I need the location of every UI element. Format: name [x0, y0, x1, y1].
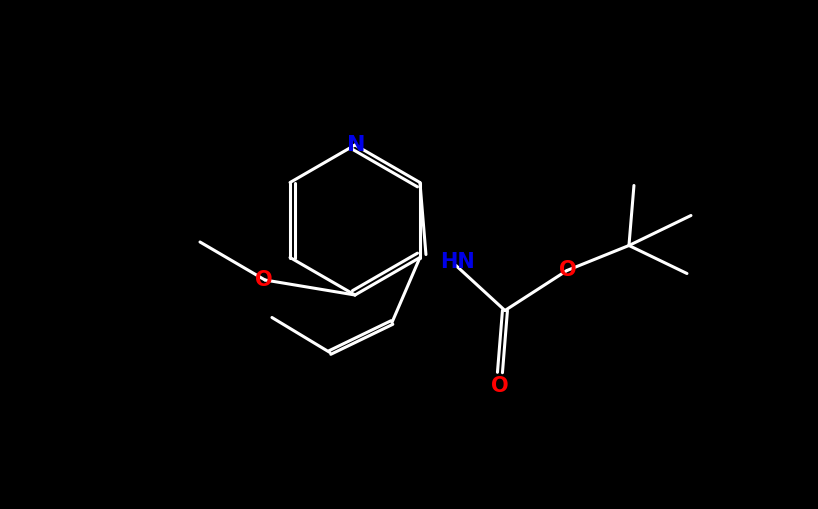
Text: N: N — [347, 135, 366, 155]
Text: HN: HN — [440, 252, 474, 272]
Text: O: O — [255, 270, 273, 290]
Text: O: O — [491, 377, 509, 397]
Text: O: O — [560, 261, 577, 280]
